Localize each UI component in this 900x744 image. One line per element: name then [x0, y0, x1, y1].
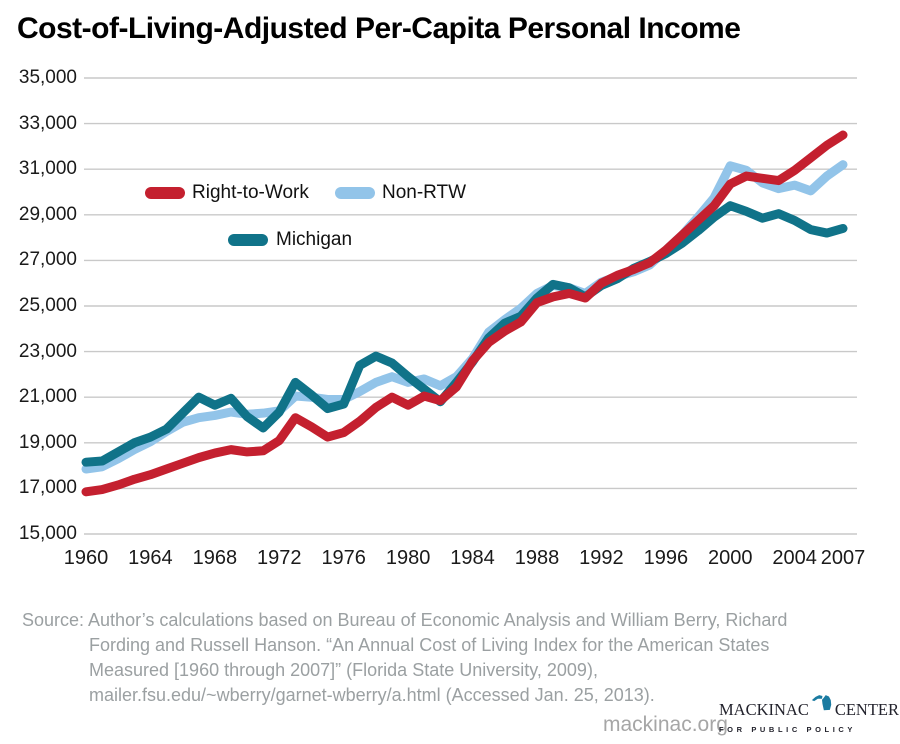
series-line-right-to-work — [81, 130, 848, 497]
page-title: Cost-of-Living-Adjusted Per-Capita Perso… — [17, 12, 741, 45]
x-tick-label: 1992 — [579, 547, 624, 569]
y-tick-label: 31,000 — [18, 158, 77, 180]
x-tick-label: 1988 — [514, 547, 560, 569]
x-tick-label: 1968 — [192, 547, 238, 569]
mackinac-org-link[interactable]: mackinac.org — [603, 713, 728, 736]
legend-swatch-non-rtw — [335, 187, 375, 199]
legend-label-michigan: Michigan — [276, 229, 353, 250]
mackinac-center-logo: MACKINAC CENTER FOR PUBLIC POLICY — [719, 695, 899, 734]
y-tick-label: 17,000 — [18, 477, 77, 499]
x-tick-label: 1964 — [128, 547, 173, 569]
series-line-michigan — [81, 201, 848, 467]
y-tick-label: 27,000 — [18, 249, 77, 271]
source-line: Source: Author’s calculations based on B… — [22, 610, 788, 630]
x-tick-label: 1960 — [63, 547, 109, 569]
x-tick-label: 1976 — [321, 547, 366, 569]
logo-text-mackinac: MACKINAC — [719, 699, 809, 719]
legend-swatch-michigan — [228, 234, 268, 246]
x-tick-label: 2007 — [820, 547, 866, 569]
y-tick-label: 19,000 — [18, 431, 77, 453]
source-line: Measured [1960 through 2007]” (Florida S… — [89, 660, 598, 680]
source-line: Fording and Russell Hanson. “An Annual C… — [89, 635, 770, 655]
logo-text-center: CENTER — [834, 699, 900, 719]
y-tick-label: 35,000 — [18, 67, 77, 88]
legend-label-non-rtw: Non-RTW — [382, 182, 467, 203]
y-tick-label: 15,000 — [18, 523, 77, 544]
source-note: Source: Author’s calculations based on B… — [22, 608, 882, 708]
michigan-state-icon — [810, 690, 834, 719]
y-tick-label: 21,000 — [18, 386, 77, 408]
legend-swatch-right-to-work — [145, 187, 185, 199]
y-tick-label: 29,000 — [18, 203, 77, 225]
y-tick-label: 33,000 — [18, 112, 77, 134]
y-tick-label: 25,000 — [18, 295, 77, 316]
y-tick-label: 23,000 — [18, 340, 77, 362]
legend-label-right-to-work: Right-to-Work — [192, 182, 309, 203]
x-tick-label: 2000 — [708, 547, 753, 569]
source-line: mailer.fsu.edu/~wberry/garnet-wberry/a.h… — [89, 685, 655, 705]
x-tick-label: 1984 — [450, 547, 495, 569]
x-tick-label: 1980 — [385, 547, 431, 569]
x-tick-label: 1996 — [643, 547, 689, 569]
x-tick-label: 1972 — [257, 547, 302, 569]
x-tick-label: 2004 — [772, 547, 817, 569]
y-axis: 35,000 33,000 31,000 29,000 27,000 25,000 23,0… — [0, 0, 77, 560]
logo-tagline: FOR PUBLIC POLICY — [719, 725, 857, 734]
